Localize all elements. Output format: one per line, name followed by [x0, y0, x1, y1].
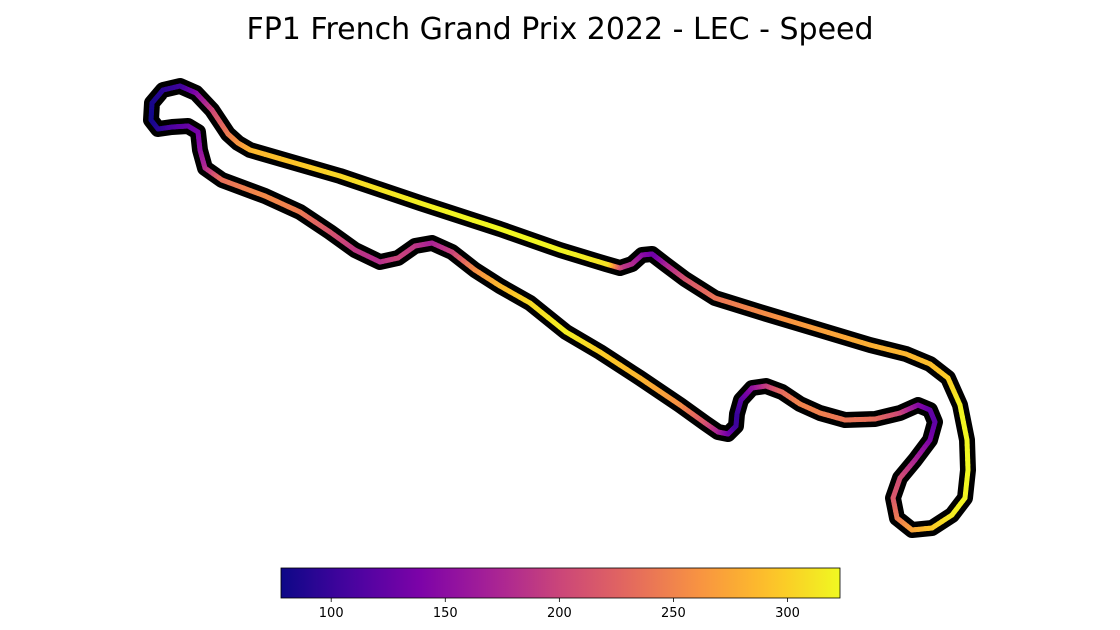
colorbar-tick-label: 300	[775, 606, 800, 621]
colorbar-tick-label: 250	[661, 606, 686, 621]
track-speed-segments	[148, 83, 971, 533]
track-outline	[143, 78, 976, 538]
colorbar-fill	[281, 568, 840, 598]
track-speed-segment	[247, 147, 268, 157]
track-speed-segment	[322, 169, 343, 179]
track-speed-segment	[307, 164, 328, 175]
track-speed-segment	[292, 160, 313, 170]
colorbar-tick-label: 200	[547, 606, 572, 621]
track-outline-path	[143, 78, 976, 538]
colorbar-tick-label: 100	[319, 606, 344, 621]
track-speed-segment	[277, 156, 298, 166]
track-speed-segment	[557, 324, 569, 335]
colorbar-tick-label: 150	[433, 606, 458, 621]
chart-title: FP1 French Grand Prix 2022 - LEC - Speed	[246, 12, 874, 47]
colorbar-frame	[280, 567, 841, 599]
track-speed-segment	[262, 151, 283, 162]
colorbar-ticks: 100 150 200 250 300	[319, 598, 800, 621]
speed-colorbar: 100 150 200 250 300	[280, 567, 841, 621]
